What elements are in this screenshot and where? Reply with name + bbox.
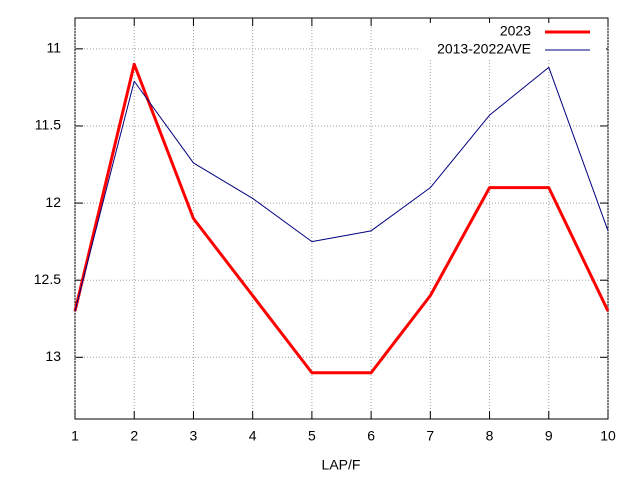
x-tick-label: 4 [249, 428, 257, 444]
plot-frame [74, 17, 609, 420]
x-tick-label: 2 [130, 428, 138, 444]
x-tick-label: 6 [367, 428, 375, 444]
x-tick-label: 7 [426, 428, 434, 444]
x-tick-label: 5 [308, 428, 316, 444]
data-line [74, 66, 609, 312]
y-tick-label: 11.5 [35, 117, 61, 133]
x-tick-label: 1 [71, 428, 79, 444]
data-line [73, 62, 610, 375]
legend-label: 2013-2022AVE [437, 41, 531, 57]
y-tick-label: 13 [45, 348, 61, 364]
legend-background [418, 23, 606, 41]
x-tick-label: 3 [190, 428, 198, 444]
y-tick-label: 12 [45, 194, 61, 210]
y-tick-label: 12.5 [34, 271, 61, 287]
x-axis-label: LAP/F [322, 457, 361, 473]
x-tick-label: 9 [545, 428, 553, 444]
legend-label: 2023 [500, 23, 531, 39]
legend-background [418, 41, 606, 59]
x-tick-label: 8 [486, 428, 494, 444]
x-tick-label: 10 [600, 428, 616, 444]
y-tick-label: 11 [46, 40, 61, 56]
